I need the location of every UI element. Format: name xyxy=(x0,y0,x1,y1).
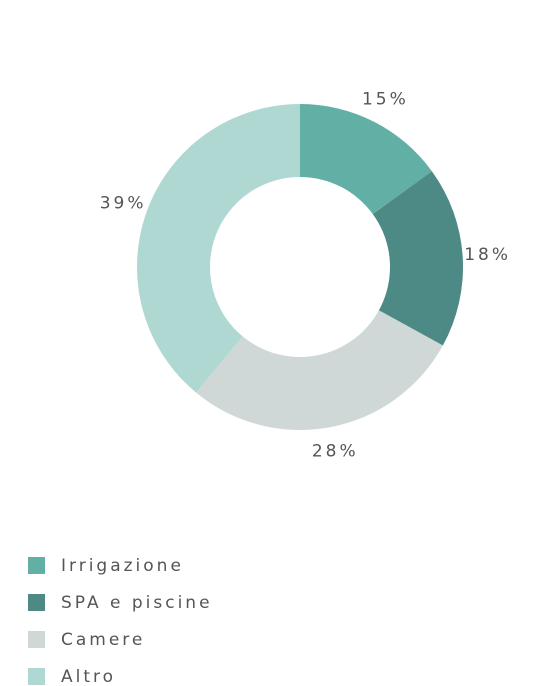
slice xyxy=(300,104,432,215)
slice-label: 39% xyxy=(100,193,147,213)
legend-swatch xyxy=(28,594,45,611)
legend-label: Irrigazione xyxy=(61,556,184,576)
slice-label: 15% xyxy=(362,89,409,109)
legend-swatch xyxy=(28,557,45,574)
slice-label: 18% xyxy=(464,245,511,265)
legend-swatch xyxy=(28,631,45,648)
legend-label: SPA e piscine xyxy=(61,593,213,613)
slice xyxy=(372,171,463,346)
slice-label: 28% xyxy=(312,442,359,462)
legend-swatch xyxy=(28,668,45,685)
legend-label: Camere xyxy=(61,630,145,650)
slice xyxy=(136,104,300,393)
legend-label: Altro xyxy=(61,667,116,686)
slice xyxy=(196,310,443,430)
